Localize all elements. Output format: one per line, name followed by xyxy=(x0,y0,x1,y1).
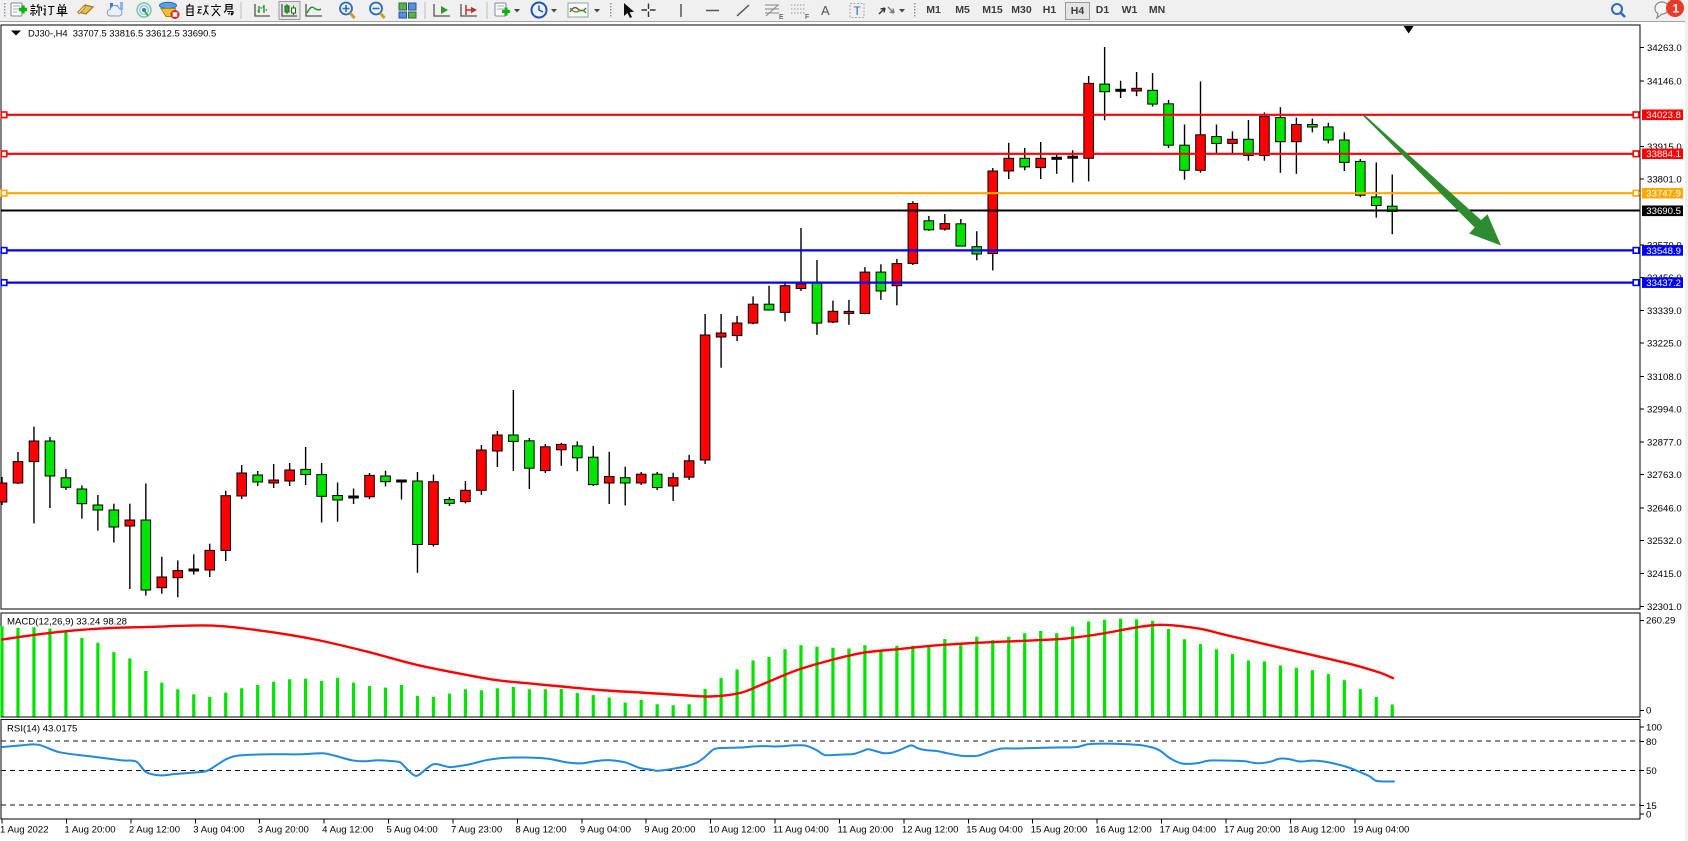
svg-text:1 Aug 2022: 1 Aug 2022 xyxy=(0,825,49,836)
svg-text:E: E xyxy=(779,14,784,21)
svg-text:0: 0 xyxy=(1646,706,1651,717)
svg-text:DJ30-,H4 33707.5 33816.5 3361: DJ30-,H4 33707.5 33816.5 33612.5 33690.5 xyxy=(28,28,216,39)
svg-text:3 Aug 04:00: 3 Aug 04:00 xyxy=(193,825,244,836)
svg-text:7 Aug 23:00: 7 Aug 23:00 xyxy=(451,825,502,836)
svg-text:17 Aug 04:00: 17 Aug 04:00 xyxy=(1160,825,1217,836)
svg-text:33225.0: 33225.0 xyxy=(1647,339,1682,350)
svg-text:33108.0: 33108.0 xyxy=(1647,372,1682,383)
svg-text:33690.5: 33690.5 xyxy=(1646,206,1681,217)
svg-text:9 Aug 04:00: 9 Aug 04:00 xyxy=(580,825,631,836)
svg-text:2 Aug 12:00: 2 Aug 12:00 xyxy=(129,825,180,836)
svg-text:19 Aug 04:00: 19 Aug 04:00 xyxy=(1353,825,1410,836)
svg-text:33437.2: 33437.2 xyxy=(1646,278,1681,289)
svg-text:15 Aug 04:00: 15 Aug 04:00 xyxy=(966,825,1023,836)
svg-text:17 Aug 20:00: 17 Aug 20:00 xyxy=(1224,825,1281,836)
svg-text:100: 100 xyxy=(1646,722,1662,733)
svg-text:260.29: 260.29 xyxy=(1646,616,1675,627)
svg-text:32646.0: 32646.0 xyxy=(1647,503,1682,514)
svg-text:16 Aug 12:00: 16 Aug 12:00 xyxy=(1095,825,1152,836)
svg-text:MACD(12,26,9) 33.24 98.28: MACD(12,26,9) 33.24 98.28 xyxy=(7,617,127,628)
svg-text:11 Aug 20:00: 11 Aug 20:00 xyxy=(837,825,893,836)
svg-text:50: 50 xyxy=(1646,766,1657,777)
svg-text:0: 0 xyxy=(1646,809,1651,820)
svg-text:F: F xyxy=(805,14,809,21)
svg-text:1 Aug 20:00: 1 Aug 20:00 xyxy=(64,825,115,836)
svg-text:10 Aug 12:00: 10 Aug 12:00 xyxy=(709,825,766,836)
svg-text:12 Aug 12:00: 12 Aug 12:00 xyxy=(902,825,959,836)
svg-text:34023.8: 34023.8 xyxy=(1646,110,1681,121)
svg-text:33801.0: 33801.0 xyxy=(1647,175,1682,186)
svg-text:T: T xyxy=(854,4,862,18)
svg-text:8 Aug 12:00: 8 Aug 12:00 xyxy=(515,825,566,836)
svg-text:1: 1 xyxy=(1673,2,1680,16)
svg-text:18 Aug 12:00: 18 Aug 12:00 xyxy=(1288,825,1345,836)
svg-text:32532.0: 32532.0 xyxy=(1647,536,1682,547)
svg-text:33915.0: 33915.0 xyxy=(1647,142,1682,153)
svg-text:34263.0: 34263.0 xyxy=(1647,43,1682,54)
svg-text:34146.0: 34146.0 xyxy=(1647,76,1682,87)
svg-text:15 Aug 20:00: 15 Aug 20:00 xyxy=(1031,825,1088,836)
svg-text:80: 80 xyxy=(1646,737,1657,748)
svg-text:33884.1: 33884.1 xyxy=(1646,149,1681,160)
svg-text:32415.0: 32415.0 xyxy=(1647,569,1682,580)
svg-text:32763.0: 32763.0 xyxy=(1647,470,1682,481)
svg-text:RSI(14) 43.0175: RSI(14) 43.0175 xyxy=(7,724,77,735)
svg-text:15: 15 xyxy=(1646,801,1657,812)
svg-text:A: A xyxy=(821,3,830,18)
svg-text:11 Aug 04:00: 11 Aug 04:00 xyxy=(773,825,829,836)
svg-text:32877.0: 32877.0 xyxy=(1647,438,1682,449)
svg-text:32301.0: 32301.0 xyxy=(1647,602,1682,613)
svg-text:5 Aug 04:00: 5 Aug 04:00 xyxy=(387,825,438,836)
svg-text:33339.0: 33339.0 xyxy=(1647,306,1682,317)
svg-text:33548.9: 33548.9 xyxy=(1646,246,1681,257)
svg-text:3 Aug 20:00: 3 Aug 20:00 xyxy=(258,825,309,836)
svg-text:4 Aug 12:00: 4 Aug 12:00 xyxy=(322,825,373,836)
svg-text:32994.0: 32994.0 xyxy=(1647,404,1682,415)
svg-text:33747.9: 33747.9 xyxy=(1646,189,1681,200)
svg-text:9 Aug 20:00: 9 Aug 20:00 xyxy=(644,825,695,836)
